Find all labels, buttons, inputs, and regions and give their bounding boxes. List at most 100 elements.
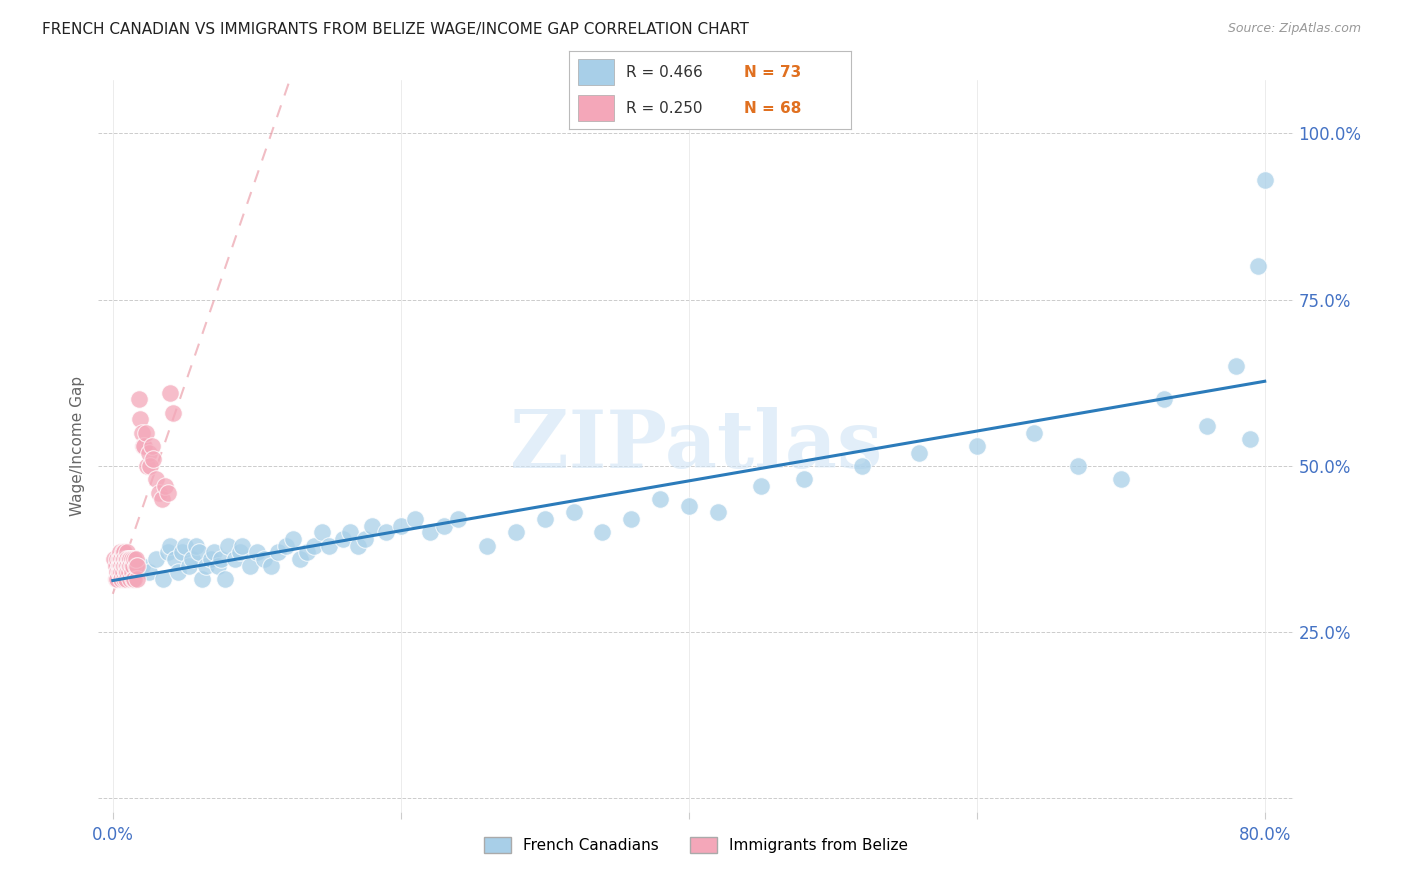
Point [353,532,375,546]
Point [591,525,613,540]
Point [1246,260,1268,274]
Point [122,558,145,573]
Point [163,552,186,566]
Legend: French Canadians, Immigrants from Belize: French Canadians, Immigrants from Belize [478,830,914,859]
Point [562,506,585,520]
Point [142,452,165,467]
Point [115,545,138,559]
Point [361,518,384,533]
Point [125,552,148,566]
Point [156,485,179,500]
Point [122,572,145,586]
Point [108,558,131,573]
Point [433,518,456,533]
Point [131,558,153,573]
Point [105,552,128,566]
Point [118,566,141,580]
Point [332,532,354,546]
Point [110,572,132,586]
Point [115,552,138,566]
Point [108,566,131,580]
Point [152,572,174,586]
Text: N = 68: N = 68 [744,101,801,116]
Point [389,518,412,533]
Point [153,479,176,493]
Point [127,572,149,586]
Point [281,532,304,546]
Point [311,525,333,540]
Point [346,539,368,553]
Point [505,525,527,540]
Point [124,572,146,586]
Point [1239,433,1261,447]
Point [112,572,135,586]
Text: R = 0.250: R = 0.250 [626,101,702,116]
Point [339,525,361,540]
Point [105,566,128,580]
Point [115,558,138,573]
Point [136,458,159,473]
Point [447,512,470,526]
Point [200,552,222,566]
Point [375,525,398,540]
Point [135,425,157,440]
Point [159,539,181,553]
Point [108,545,131,559]
Point [114,558,136,573]
Point [217,539,239,553]
Point [749,479,772,493]
Point [120,558,142,573]
Point [127,558,149,573]
Point [145,552,167,566]
Point [134,439,156,453]
Point [1109,472,1132,486]
Point [125,558,148,573]
Point [111,552,134,566]
Point [156,545,179,559]
Point [231,539,253,553]
Point [1066,458,1088,473]
Point [253,552,276,566]
Point [111,566,134,580]
Point [114,552,136,566]
Point [678,499,700,513]
Point [150,492,173,507]
Point [209,552,232,566]
Text: ZIPatlas: ZIPatlas [510,407,882,485]
Point [132,439,155,453]
Point [404,512,426,526]
Text: FRENCH CANADIAN VS IMMIGRANTS FROM BELIZE WAGE/INCOME GAP CORRELATION CHART: FRENCH CANADIAN VS IMMIGRANTS FROM BELIZ… [42,22,749,37]
Point [295,545,318,559]
Text: N = 73: N = 73 [744,64,801,79]
Point [115,566,138,580]
Point [104,572,127,586]
Point [181,552,204,566]
Point [120,572,142,586]
Point [620,512,643,526]
Point [112,558,135,573]
Point [104,558,127,573]
Point [138,566,160,580]
Point [173,539,195,553]
Point [207,558,229,573]
Point [179,558,201,573]
Point [141,439,163,453]
Point [121,552,143,566]
Point [120,552,142,566]
Point [162,406,184,420]
Point [112,552,135,566]
Point [131,425,153,440]
Bar [578,95,614,121]
Point [111,545,134,559]
Point [908,445,931,459]
Point [121,566,143,580]
Point [191,572,214,586]
Point [419,525,441,540]
Point [159,385,181,400]
Point [110,558,132,573]
Point [118,558,141,573]
Point [114,572,136,586]
Point [139,458,162,473]
Point [214,572,236,586]
Point [239,558,262,573]
